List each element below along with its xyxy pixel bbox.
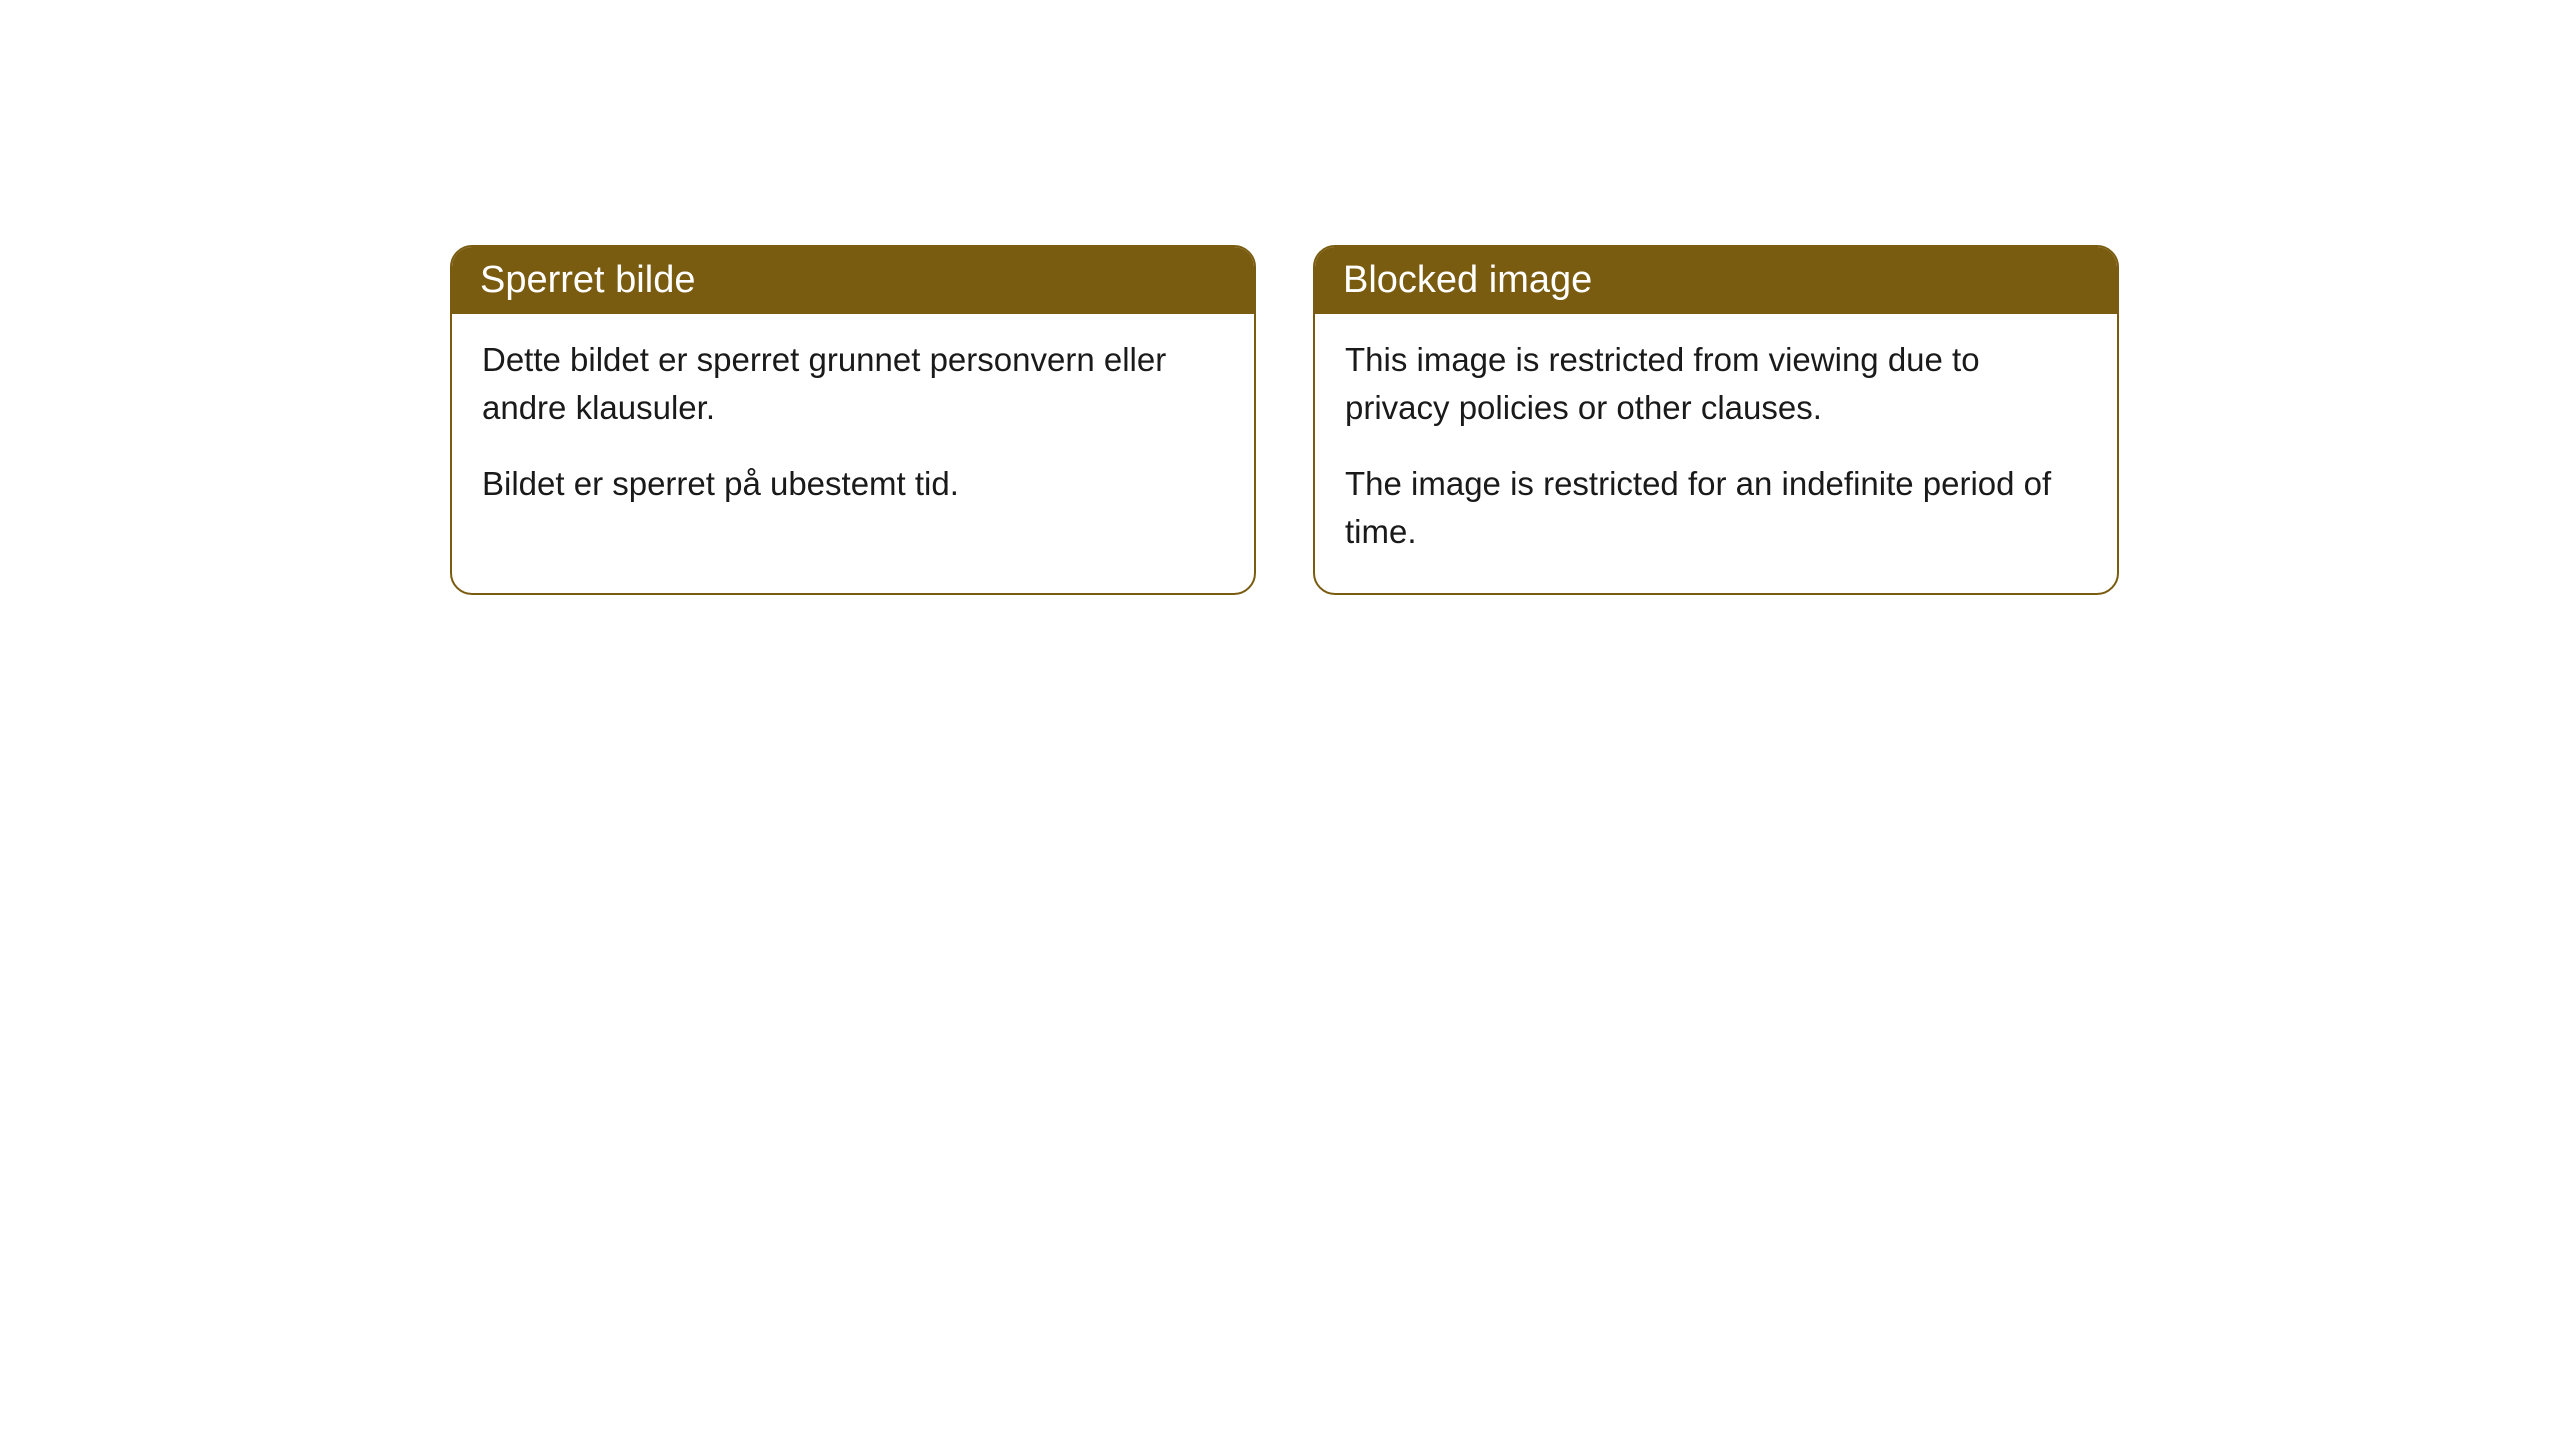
card-body: This image is restricted from viewing du… (1315, 314, 2117, 593)
card-paragraph-2: The image is restricted for an indefinit… (1345, 460, 2087, 556)
card-paragraph-2: Bildet er sperret på ubestemt tid. (482, 460, 1224, 508)
card-title: Blocked image (1343, 259, 1592, 301)
card-header: Blocked image (1315, 247, 2117, 314)
notice-cards-container: Sperret bilde Dette bildet er sperret gr… (450, 245, 2119, 595)
card-paragraph-1: This image is restricted from viewing du… (1345, 336, 2087, 432)
blocked-image-card-norwegian: Sperret bilde Dette bildet er sperret gr… (450, 245, 1256, 595)
blocked-image-card-english: Blocked image This image is restricted f… (1313, 245, 2119, 595)
card-header: Sperret bilde (452, 247, 1254, 314)
card-paragraph-1: Dette bildet er sperret grunnet personve… (482, 336, 1224, 432)
card-title: Sperret bilde (480, 259, 695, 301)
card-body: Dette bildet er sperret grunnet personve… (452, 314, 1254, 546)
